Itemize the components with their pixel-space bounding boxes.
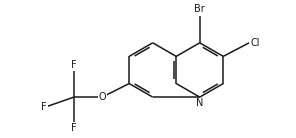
Text: N: N: [196, 98, 203, 108]
Text: Br: Br: [194, 4, 205, 14]
Text: F: F: [71, 60, 77, 70]
Text: O: O: [98, 92, 106, 102]
Text: Cl: Cl: [250, 38, 260, 48]
Text: F: F: [71, 123, 77, 133]
Text: F: F: [41, 102, 47, 112]
